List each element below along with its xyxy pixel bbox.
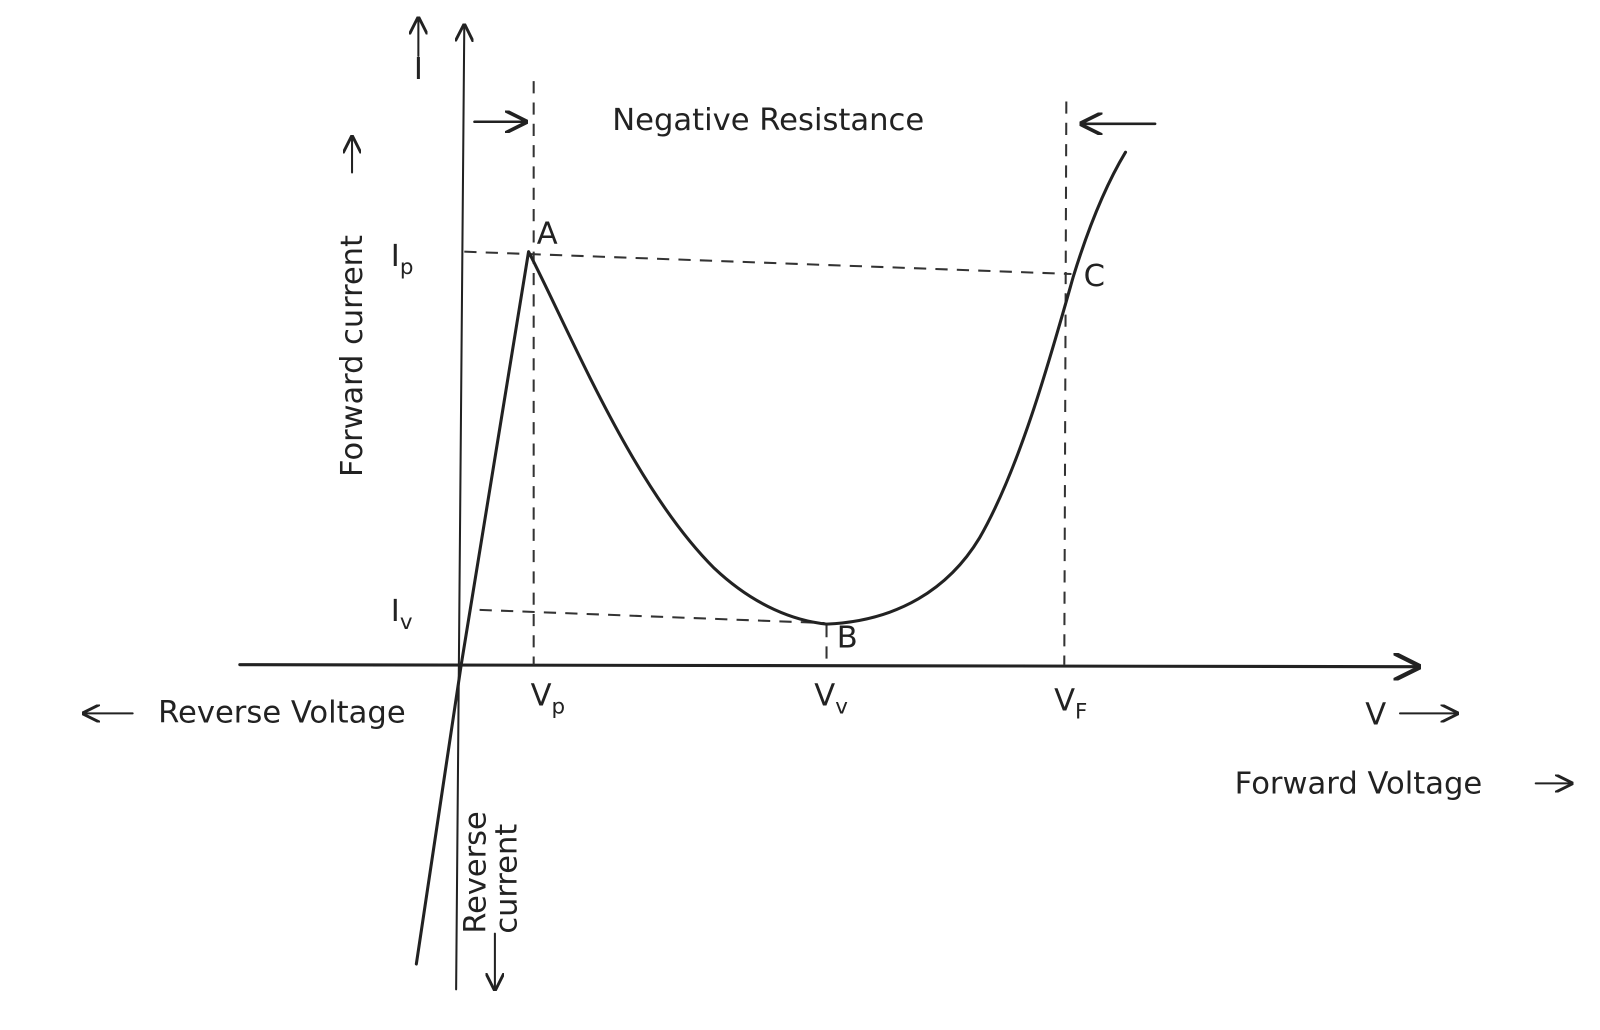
reverse-current-label: Reverse <box>459 811 494 933</box>
valley-voltage-label: Vv <box>814 678 848 719</box>
valley-current-guide <box>479 608 825 625</box>
voltage-symbol: V <box>1365 698 1386 733</box>
current-symbol: I <box>414 52 423 87</box>
region-label: Negative Resistance <box>612 103 924 138</box>
y-axis <box>456 25 464 991</box>
valley-voltage-main: V <box>814 678 835 713</box>
forward-voltage-label: Forward Voltage <box>1235 767 1483 802</box>
point-label: A <box>537 217 558 252</box>
forward-voltage-point-main: V <box>1054 683 1075 718</box>
peak-voltage-sub: p <box>552 694 566 719</box>
reverse-current-label: current <box>489 824 524 934</box>
valley-current-main: I <box>391 594 400 629</box>
forward-current-label: Forward current <box>335 235 370 477</box>
point-label: C <box>1084 259 1105 294</box>
peak-current-main: I <box>391 239 400 274</box>
peak-voltage-main: V <box>531 678 552 713</box>
peak-current-guide <box>464 250 1072 276</box>
peak-voltage-label: Vp <box>531 678 566 719</box>
iv-curve <box>414 150 1128 966</box>
point-label: B <box>837 621 858 656</box>
valley-voltage-sub: v <box>835 694 848 719</box>
peak-current-sub: p <box>400 255 414 280</box>
peak-current-label: Ip <box>391 239 414 280</box>
reverse-voltage-label: Reverse Voltage <box>158 696 406 731</box>
forward-voltage-guide <box>1063 101 1068 665</box>
valley-current-sub: v <box>400 610 413 635</box>
forward-voltage-point-label: VF <box>1054 683 1087 724</box>
forward-voltage-point-sub: F <box>1075 700 1087 725</box>
valley-current-label: Iv <box>391 594 413 635</box>
x-axis <box>238 665 1419 667</box>
